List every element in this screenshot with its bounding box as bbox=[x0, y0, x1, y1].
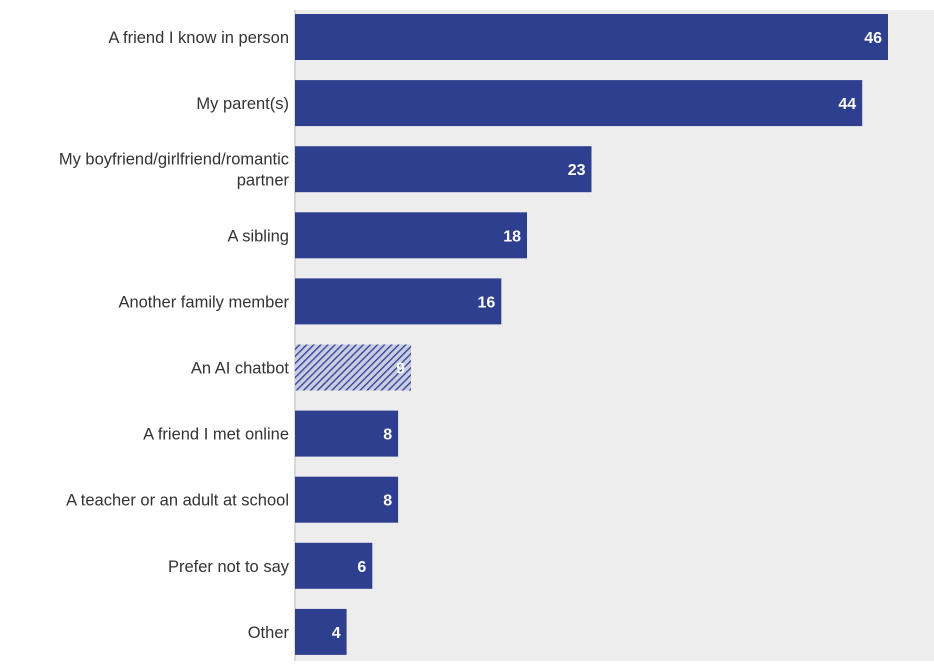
bar-my-boyfriend-girlfriend-romantic-partner bbox=[295, 146, 592, 193]
value-label: 44 bbox=[838, 96, 856, 113]
value-label: 8 bbox=[383, 493, 392, 510]
bar-an-ai-chatbot bbox=[295, 344, 411, 391]
category-label: My boyfriend/girlfriend/romantic partner bbox=[59, 151, 290, 190]
bar-prefer-not-to-say bbox=[295, 542, 373, 589]
bar-other bbox=[295, 608, 347, 655]
bar-a-sibling bbox=[295, 212, 527, 259]
value-label: 18 bbox=[503, 228, 521, 245]
category-label: A friend I know in person bbox=[108, 29, 289, 47]
category-label: A friend I met online bbox=[143, 426, 289, 444]
category-label: My parent(s) bbox=[196, 95, 289, 113]
category-label-group: A friend I know in person My parent(s) My … bbox=[59, 29, 290, 642]
bar-a-friend-i-met-online bbox=[295, 410, 399, 457]
bar-another-family-member bbox=[295, 278, 502, 325]
value-label: 9 bbox=[396, 361, 405, 378]
category-label: Another family member bbox=[118, 293, 289, 311]
bar-a-friend-i-know-in-person bbox=[295, 14, 888, 60]
value-label: 8 bbox=[383, 427, 392, 444]
value-label: 6 bbox=[357, 559, 366, 576]
value-label-group: 46 44 23 18 16 9 8 8 6 4 bbox=[332, 30, 882, 642]
category-label: A teacher or an adult at school bbox=[66, 492, 289, 510]
bar-group bbox=[295, 14, 888, 655]
value-label: 4 bbox=[332, 625, 341, 642]
bar-my-parent-s bbox=[295, 80, 863, 127]
category-label: A sibling bbox=[228, 227, 289, 245]
category-label: Other bbox=[248, 624, 290, 642]
value-label: 46 bbox=[864, 30, 882, 47]
bar-a-teacher-or-an-adult-at-school bbox=[295, 476, 399, 523]
value-label: 16 bbox=[478, 294, 496, 311]
category-label: An AI chatbot bbox=[191, 360, 290, 378]
value-label: 23 bbox=[568, 162, 586, 179]
category-label: Prefer not to say bbox=[168, 558, 290, 576]
